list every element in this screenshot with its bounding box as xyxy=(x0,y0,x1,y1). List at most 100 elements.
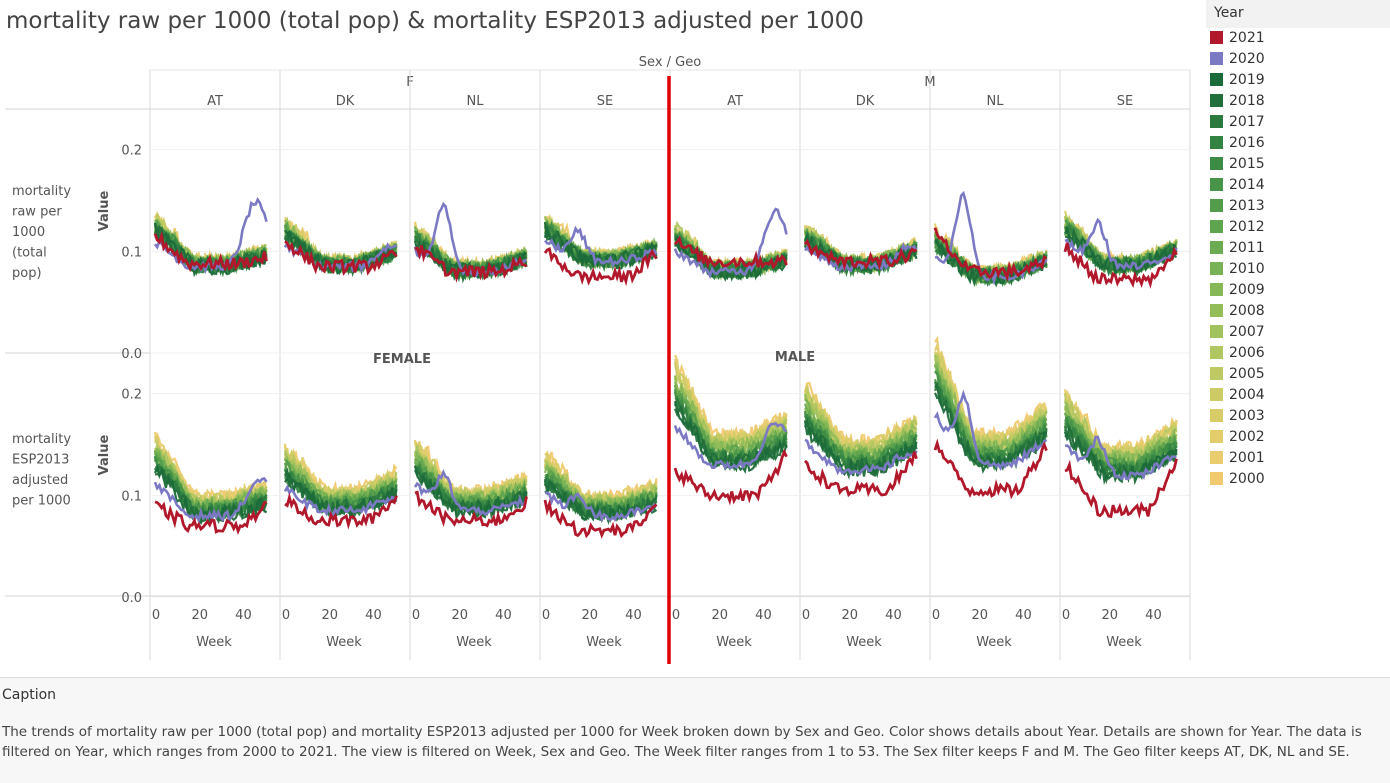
series-line-2021 xyxy=(933,227,1048,282)
row-header-line: mortality xyxy=(12,432,71,447)
x-axis-label: Week xyxy=(456,635,492,650)
y-tick-label: 0.1 xyxy=(121,245,142,260)
x-tick-label: 40 xyxy=(235,608,252,623)
legend-swatch xyxy=(1210,451,1223,464)
y-tick-label: 0.2 xyxy=(121,388,142,403)
legend-swatch xyxy=(1210,220,1223,233)
series-line-2019 xyxy=(804,232,918,275)
series-line-2021 xyxy=(933,438,1048,500)
year-legend[interactable]: Year 2021 2020 2019 2018 2017 2016 2015 2014 201… xyxy=(1206,0,1390,492)
legend-label: 2014 xyxy=(1229,177,1265,193)
legend-swatch xyxy=(1210,31,1223,44)
legend-item-2009[interactable]: 2009 xyxy=(1206,280,1390,301)
legend-item-2019[interactable]: 2019 xyxy=(1206,70,1390,91)
legend-swatch xyxy=(1210,283,1223,296)
x-tick-label: 20 xyxy=(581,608,598,623)
x-tick-label: 20 xyxy=(451,608,468,623)
legend-item-2003[interactable]: 2003 xyxy=(1206,406,1390,427)
legend-item-2001[interactable]: 2001 xyxy=(1206,448,1390,469)
x-tick-label: 0 xyxy=(152,608,160,623)
legend-label: 2000 xyxy=(1229,471,1265,487)
legend-item-2002[interactable]: 2002 xyxy=(1206,427,1390,448)
legend-swatch xyxy=(1210,388,1223,401)
x-axis-label: Week xyxy=(1106,635,1142,650)
y-tick-label: 0.0 xyxy=(121,347,142,362)
geo-header: SE xyxy=(597,94,613,109)
panel-F-NL-esp xyxy=(413,439,528,528)
legend-swatch xyxy=(1210,367,1223,380)
panel-M-DK-esp xyxy=(803,381,918,498)
series-line-2020 xyxy=(933,389,1048,472)
x-axis-label: Week xyxy=(716,635,752,650)
series-line-2019 xyxy=(803,420,918,480)
legend-label: 2016 xyxy=(1229,135,1265,151)
legend-label: 2021 xyxy=(1229,30,1265,46)
legend-item-2013[interactable]: 2013 xyxy=(1206,196,1390,217)
legend-label: 2011 xyxy=(1229,240,1265,256)
series-line-2020 xyxy=(804,438,918,476)
legend-label: 2005 xyxy=(1229,366,1265,382)
geo-header: DK xyxy=(856,94,875,109)
panel-F-NL-raw xyxy=(413,201,528,284)
x-axis-label: Week xyxy=(326,635,362,650)
series-line-2020 xyxy=(413,468,528,517)
x-tick-label: 0 xyxy=(932,608,940,623)
legend-label: 2018 xyxy=(1229,93,1265,109)
series-line-2021 xyxy=(543,498,658,539)
legend-label: 2006 xyxy=(1229,345,1265,361)
legend-item-2015[interactable]: 2015 xyxy=(1206,154,1390,175)
legend-item-2005[interactable]: 2005 xyxy=(1206,364,1390,385)
legend-label: 2004 xyxy=(1229,387,1265,403)
legend-item-2007[interactable]: 2007 xyxy=(1206,322,1390,343)
series-line-2019 xyxy=(1063,431,1178,486)
series-line-2021 xyxy=(154,500,268,536)
row-header-line: per 1000 xyxy=(12,494,71,509)
x-tick-label: 0 xyxy=(412,608,420,623)
series-line-2021 xyxy=(284,492,398,530)
geo-header: AT xyxy=(207,94,223,109)
legend-label: 2003 xyxy=(1229,408,1265,424)
legend-label: 2017 xyxy=(1229,114,1265,130)
column-header-title: Sex / Geo xyxy=(639,55,701,70)
legend-item-2014[interactable]: 2014 xyxy=(1206,175,1390,196)
y-tick-label: 0.1 xyxy=(121,489,142,504)
series-line-2021 xyxy=(153,230,268,273)
legend-swatch xyxy=(1210,136,1223,149)
panel-M-AT-esp xyxy=(673,354,788,506)
legend-item-2018[interactable]: 2018 xyxy=(1206,91,1390,112)
legend-label: 2012 xyxy=(1229,219,1265,235)
series-line-2020 xyxy=(1064,217,1178,271)
x-tick-label: 40 xyxy=(365,608,382,623)
legend-item-2010[interactable]: 2010 xyxy=(1206,259,1390,280)
legend-item-2021[interactable]: 2021 xyxy=(1206,28,1390,49)
legend-item-2008[interactable]: 2008 xyxy=(1206,301,1390,322)
legend-item-2012[interactable]: 2012 xyxy=(1206,217,1390,238)
legend-item-2006[interactable]: 2006 xyxy=(1206,343,1390,364)
chart-title: mortality raw per 1000 (total pop) & mor… xyxy=(6,8,864,34)
legend-item-2017[interactable]: 2017 xyxy=(1206,112,1390,133)
y-axis-label: Value xyxy=(97,434,112,475)
legend-item-2016[interactable]: 2016 xyxy=(1206,133,1390,154)
x-tick-label: 40 xyxy=(1145,608,1162,623)
legend-item-2000[interactable]: 2000 xyxy=(1206,469,1390,490)
legend-label: 2015 xyxy=(1229,156,1265,172)
x-tick-label: 20 xyxy=(971,608,988,623)
row-header-line: raw per xyxy=(12,205,62,220)
legend-item-2004[interactable]: 2004 xyxy=(1206,385,1390,406)
caption-panel: Caption The trends of mortality raw per … xyxy=(0,677,1390,783)
series-line-2020 xyxy=(544,491,658,524)
legend-item-2011[interactable]: 2011 xyxy=(1206,238,1390,259)
y-tick-label: 0.2 xyxy=(121,144,142,159)
x-tick-label: 0 xyxy=(282,608,290,623)
x-tick-label: 0 xyxy=(542,608,550,623)
legend-item-2020[interactable]: 2020 xyxy=(1206,49,1390,70)
panel-M-NL-raw xyxy=(933,190,1048,288)
legend-swatch xyxy=(1210,325,1223,338)
series-line-2019 xyxy=(1064,225,1178,279)
legend-swatch xyxy=(1210,115,1223,128)
legend-swatch xyxy=(1210,409,1223,422)
y-tick-label: 0.0 xyxy=(121,591,142,606)
x-tick-label: 20 xyxy=(191,608,208,623)
series-line-2021 xyxy=(673,448,788,506)
legend-label: 2007 xyxy=(1229,324,1265,340)
